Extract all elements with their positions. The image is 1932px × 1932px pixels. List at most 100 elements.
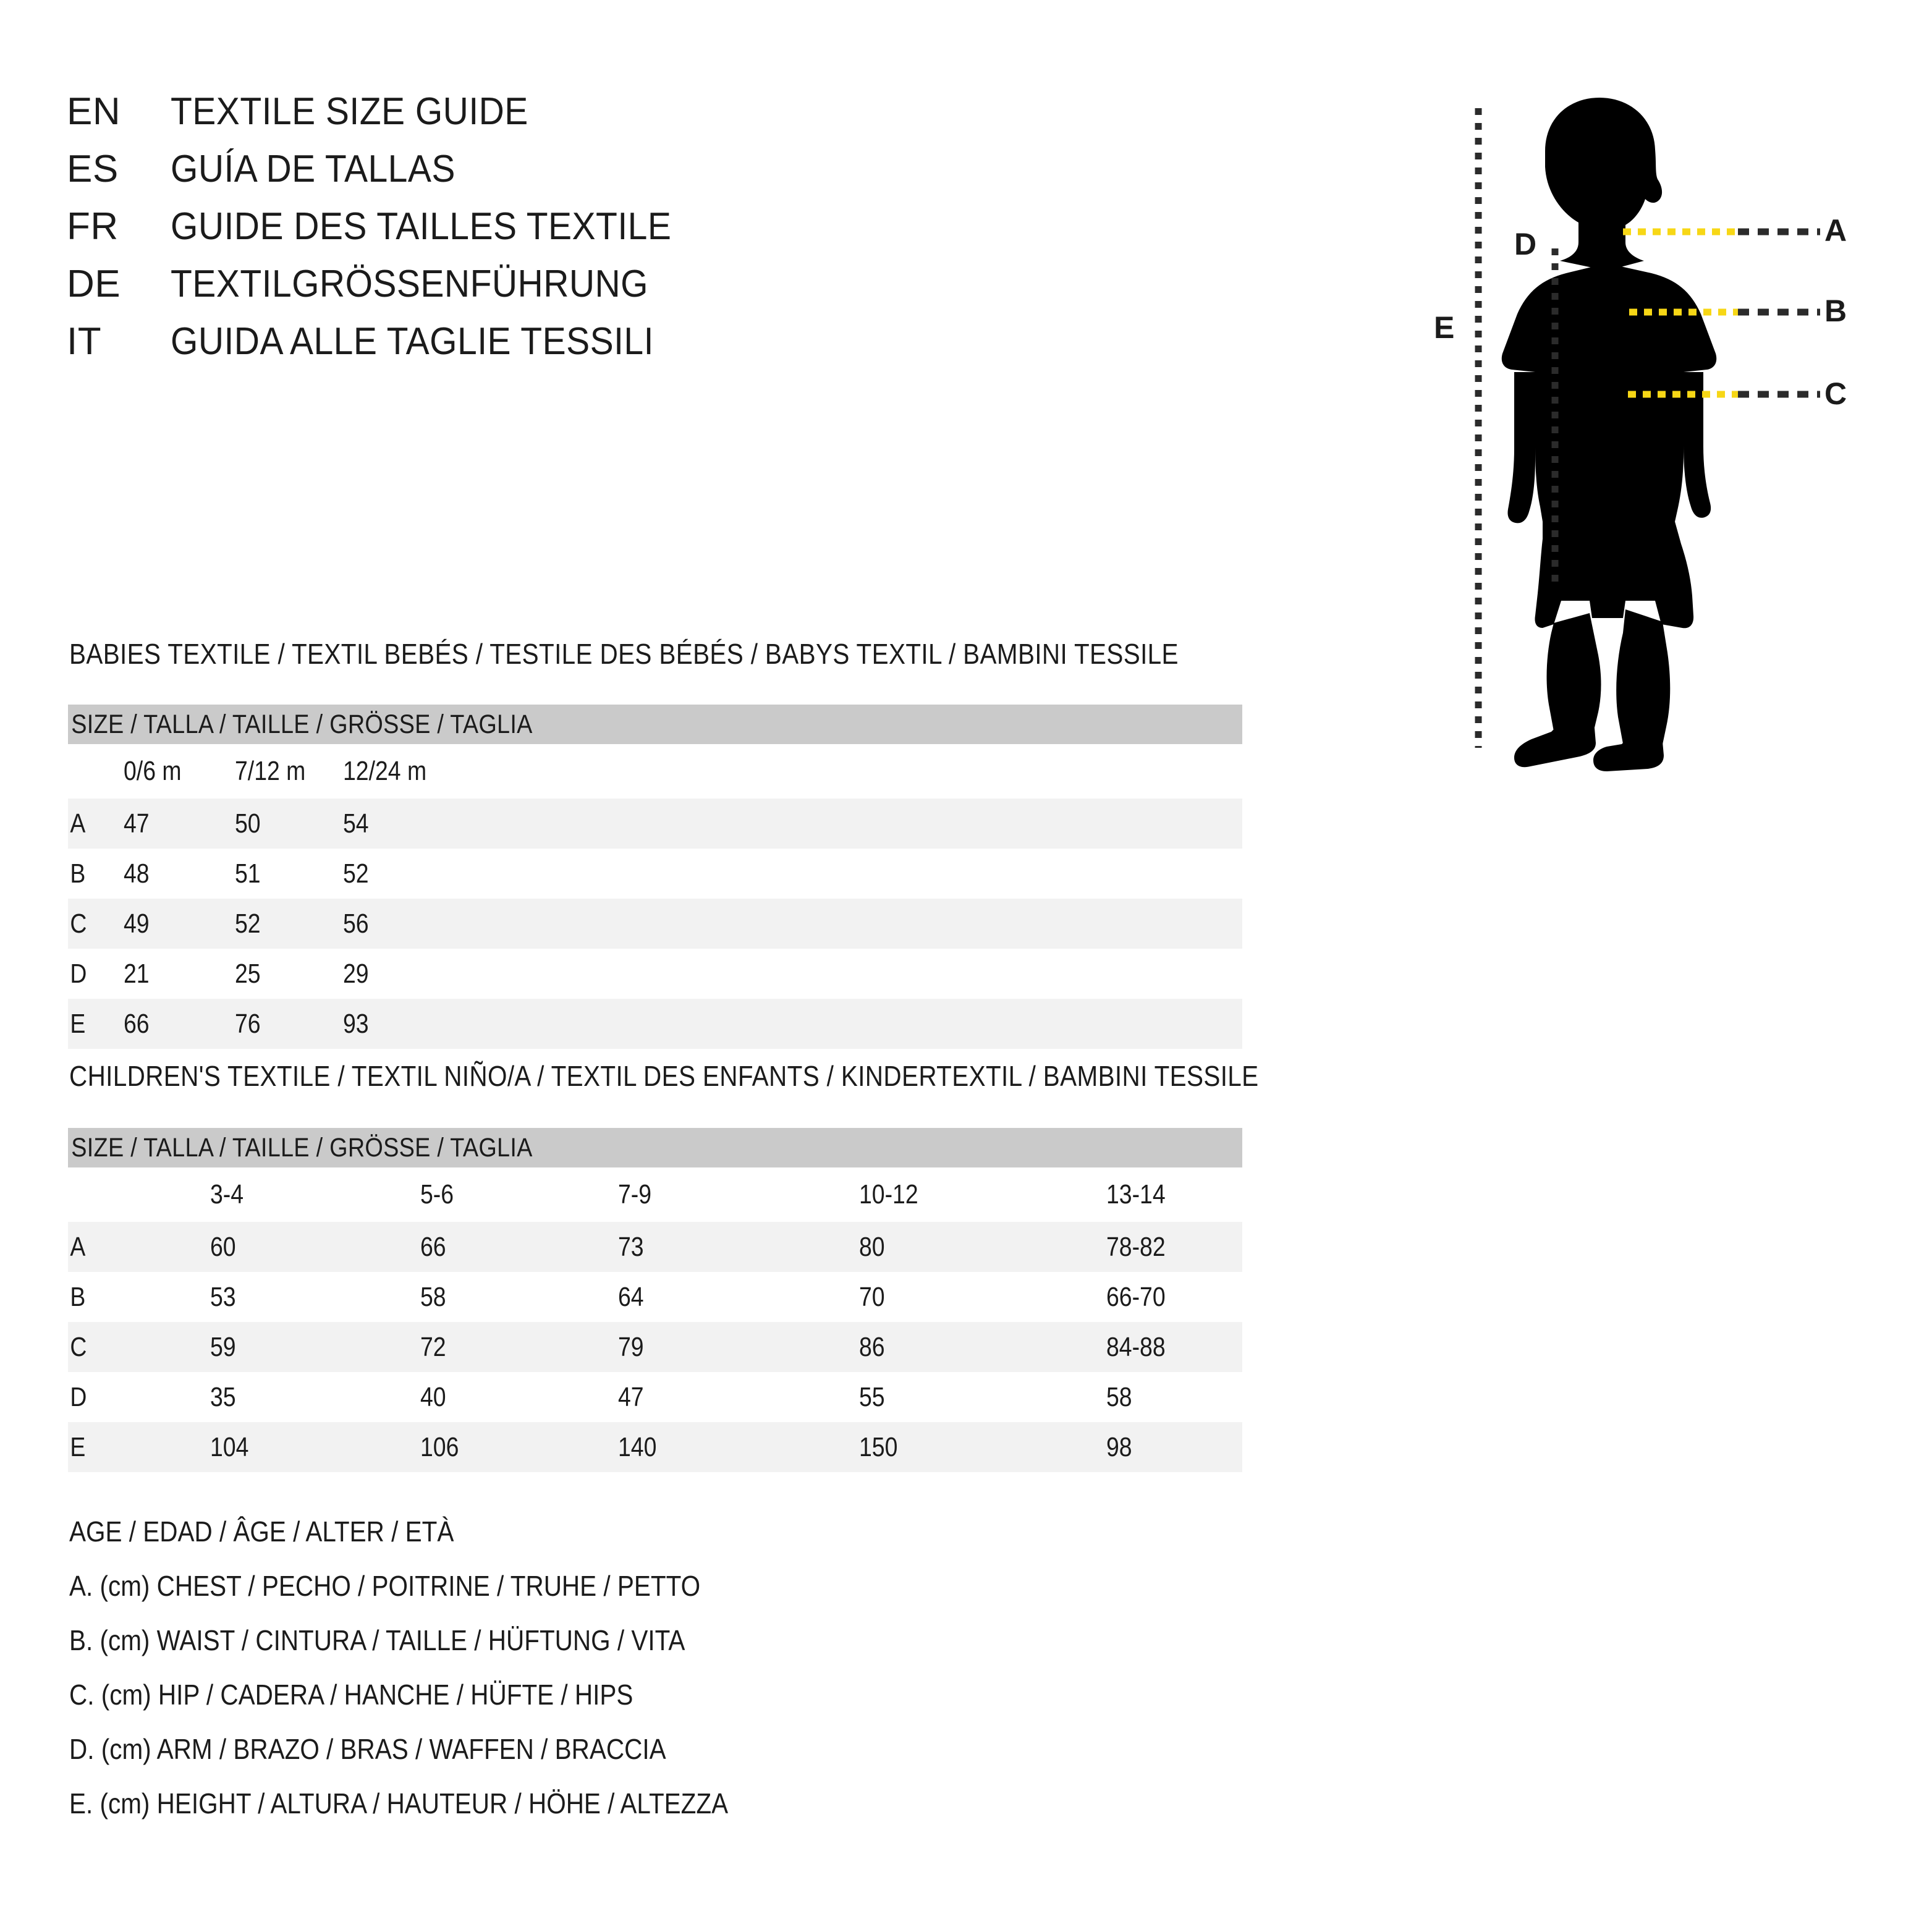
child-silhouette-diagram <box>1475 98 1820 771</box>
language-title-en: TEXTILE SIZE GUIDE <box>171 90 528 133</box>
children-cell-c-3: 86 <box>859 1331 885 1362</box>
babies-cell-a-0: 47 <box>124 808 150 839</box>
children-row-label-d: D <box>70 1381 87 1412</box>
language-title-it: GUIDA ALLE TAGLIE TESSILI <box>171 320 654 363</box>
children-cell-d-1: 40 <box>420 1381 446 1412</box>
babies-row-label-e: E <box>70 1008 86 1039</box>
babies-cell-b-2: 52 <box>343 858 369 889</box>
language-title-fr: GUIDE DES TAILLES TEXTILE <box>171 205 672 248</box>
babies-cell-c-1: 52 <box>235 908 261 939</box>
babies-cell-c-2: 56 <box>343 908 369 939</box>
children-cell-d-2: 47 <box>618 1381 644 1412</box>
children-cell-c-4: 84-88 <box>1106 1331 1166 1362</box>
language-title-es: GUÍA DE TALLAS <box>171 148 455 190</box>
table-row: E 66 76 93 <box>68 999 1243 1049</box>
babies-col-header-0: 0/6 m <box>124 756 182 786</box>
legend-item-e-text: E. (cm) HEIGHT / ALTURA / HAUTEUR / HÖHE… <box>69 1787 729 1820</box>
table-row: B 53 58 64 70 66-70 <box>68 1272 1242 1322</box>
babies-row-label-c: C <box>70 908 87 939</box>
babies-cell-e-2: 93 <box>343 1008 369 1039</box>
babies-col-header-2: 12/24 m <box>343 756 427 786</box>
babies-cell-b-1: 51 <box>235 858 261 889</box>
table-row: A 47 50 54 <box>68 799 1243 849</box>
table-row: E 104 106 140 150 98 <box>68 1422 1242 1472</box>
table-row: D 35 40 47 55 58 <box>68 1372 1242 1422</box>
children-cell-b-2: 64 <box>618 1281 644 1312</box>
children-col-header-2: 7-9 <box>618 1179 652 1210</box>
children-cell-a-0: 60 <box>210 1231 236 1262</box>
legend-item-a: A. (cm) CHEST / PECHO / POITRINE / TRUHE… <box>69 1572 1120 1626</box>
children-band-label: SIZE / TALLA / TAILLE / GRÖSSE / TAGLIA <box>71 1132 533 1163</box>
babies-band-label: SIZE / TALLA / TAILLE / GRÖSSE / TAGLIA <box>71 709 533 739</box>
children-cell-e-4: 98 <box>1106 1431 1132 1462</box>
language-code-de: DE <box>67 263 121 305</box>
language-row-it: IT GUIDA ALLE TAGLIE TESSILI <box>67 323 932 380</box>
language-code-fr: FR <box>67 205 119 248</box>
language-title-block: EN TEXTILE SIZE GUIDE ES GUÍA DE TALLAS … <box>67 93 932 380</box>
children-cell-a-1: 66 <box>420 1231 446 1262</box>
children-row-label-a: A <box>70 1231 86 1262</box>
babies-cell-b-0: 48 <box>124 858 150 889</box>
children-cell-d-3: 55 <box>859 1381 885 1412</box>
legend-heading: AGE / EDAD / ÂGE / ALTER / ETÀ <box>69 1517 1120 1572</box>
babies-cell-a-2: 54 <box>343 808 369 839</box>
legend-item-b: B. (cm) WAIST / CINTURA / TAILLE / HÜFTU… <box>69 1626 1120 1680</box>
language-row-fr: FR GUIDE DES TAILLES TEXTILE <box>67 208 932 265</box>
legend-item-d-text: D. (cm) ARM / BRAZO / BRAS / WAFFEN / BR… <box>69 1733 666 1765</box>
language-code-es: ES <box>67 148 119 190</box>
language-code-en: EN <box>67 90 121 133</box>
table-row: C 49 52 56 <box>68 899 1243 949</box>
children-col-header-4: 13-14 <box>1106 1179 1166 1210</box>
language-row-es: ES GUÍA DE TALLAS <box>67 150 932 208</box>
language-row-en: EN TEXTILE SIZE GUIDE <box>67 93 932 150</box>
figure-label-e: E <box>1434 310 1455 345</box>
table-row: D 21 25 29 <box>68 949 1242 999</box>
children-cell-a-2: 73 <box>618 1231 644 1262</box>
children-cell-c-2: 79 <box>618 1331 644 1362</box>
babies-cell-c-0: 49 <box>124 908 150 939</box>
children-cell-a-4: 78-82 <box>1106 1231 1166 1262</box>
children-cell-c-1: 72 <box>420 1331 446 1362</box>
babies-row-label-b: B <box>70 858 86 889</box>
babies-cell-a-1: 50 <box>235 808 261 839</box>
children-cell-b-4: 66-70 <box>1106 1281 1166 1312</box>
figure-label-b: B <box>1824 294 1847 328</box>
legend-item-b-text: B. (cm) WAIST / CINTURA / TAILLE / HÜFTU… <box>69 1624 685 1656</box>
babies-band-row: SIZE / TALLA / TAILLE / GRÖSSE / TAGLIA <box>68 705 1243 744</box>
legend-item-d: D. (cm) ARM / BRAZO / BRAS / WAFFEN / BR… <box>69 1735 1120 1789</box>
children-cell-c-0: 59 <box>210 1331 236 1362</box>
babies-cell-d-2: 29 <box>343 958 369 989</box>
babies-row-label-a: A <box>70 808 86 839</box>
children-section-title: CHILDREN'S TEXTILE / TEXTIL NIÑO/A / TEX… <box>69 1060 1259 1092</box>
children-column-header-row: 3-4 5-6 7-9 10-12 13-14 <box>68 1167 1242 1222</box>
children-row-label-b: B <box>70 1281 86 1312</box>
babies-cell-e-1: 76 <box>235 1008 261 1039</box>
children-cell-e-0: 104 <box>210 1431 249 1462</box>
babies-cell-e-0: 66 <box>124 1008 150 1039</box>
children-cell-e-3: 150 <box>859 1431 898 1462</box>
children-cell-e-2: 140 <box>618 1431 657 1462</box>
children-col-header-3: 10-12 <box>859 1179 918 1210</box>
legend-heading-text: AGE / EDAD / ÂGE / ALTER / ETÀ <box>69 1515 454 1548</box>
children-row-label-c: C <box>70 1331 87 1362</box>
language-title-de: TEXTILGRÖSSENFÜHRUNG <box>171 263 648 305</box>
children-cell-d-0: 35 <box>210 1381 236 1412</box>
table-row: B 48 51 52 <box>68 849 1242 899</box>
legend-item-c-text: C. (cm) HIP / CADERA / HANCHE / HÜFTE / … <box>69 1679 633 1711</box>
babies-col-header-1: 7/12 m <box>235 756 306 786</box>
measurement-figure-panel: E D A B C <box>1421 74 1916 773</box>
children-cell-e-1: 106 <box>420 1431 459 1462</box>
table-row: A 60 66 73 80 78-82 <box>68 1222 1242 1272</box>
language-row-de: DE TEXTILGRÖSSENFÜHRUNG <box>67 265 932 323</box>
language-code-it: IT <box>67 320 102 363</box>
children-size-table: SIZE / TALLA / TAILLE / GRÖSSE / TAGLIA … <box>68 1128 1242 1472</box>
babies-section-title: BABIES TEXTILE / TEXTIL BEBÉS / TESTILE … <box>69 638 1179 670</box>
figure-label-a: A <box>1824 213 1847 248</box>
children-cell-b-0: 53 <box>210 1281 236 1312</box>
measurement-legend: AGE / EDAD / ÂGE / ALTER / ETÀ A. (cm) C… <box>69 1517 1120 1844</box>
children-cell-a-3: 80 <box>859 1231 885 1262</box>
table-row: C 59 72 79 86 84-88 <box>68 1322 1242 1372</box>
figure-label-c: C <box>1824 376 1847 411</box>
babies-cell-d-0: 21 <box>124 958 150 989</box>
babies-size-table: SIZE / TALLA / TAILLE / GRÖSSE / TAGLIA … <box>68 705 1243 1049</box>
